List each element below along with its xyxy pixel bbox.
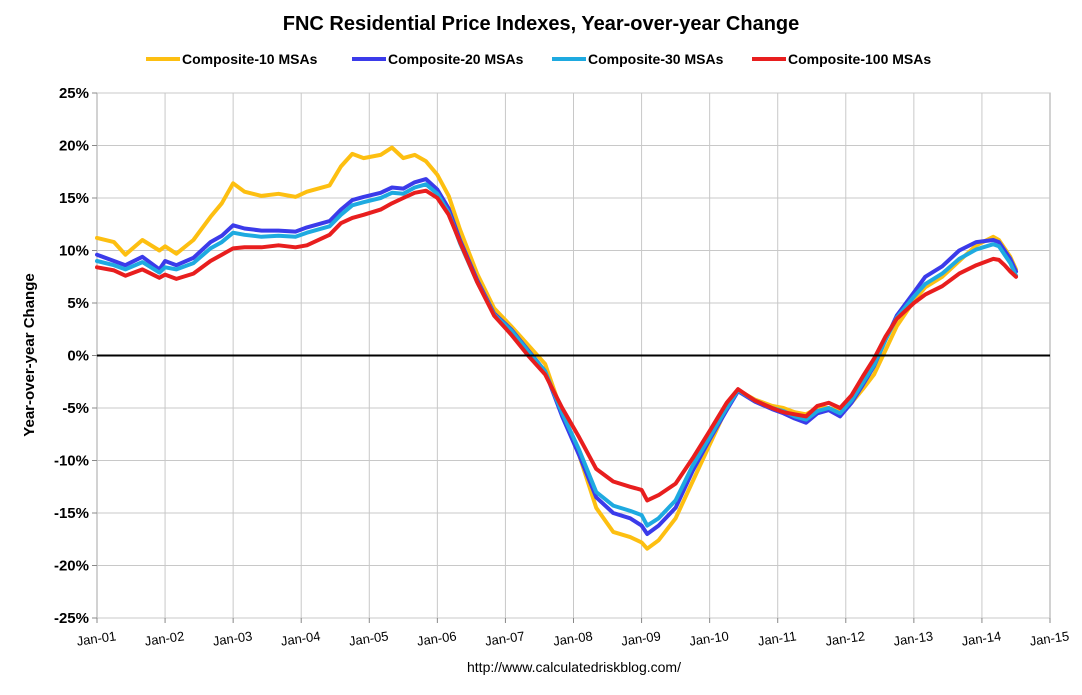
legend-label: Composite-30 MSAs — [588, 51, 724, 67]
legend-item-3: Composite-30 MSAs — [552, 51, 724, 67]
legend-item-4: Composite-100 MSAs — [752, 51, 931, 67]
y-tick-label: 0% — [67, 348, 89, 365]
x-axis-ticks: Jan-01 Jan-02 Jan-03 Jan-04 Jan-05 Jan-06 Jan-… — [76, 618, 1070, 649]
legend-item-2: Composite-20 MSAs — [352, 51, 524, 67]
x-tick-label: Jan-04 — [280, 628, 321, 648]
legend: Composite-10 MSAs Composite-20 MSAs Compos… — [146, 51, 931, 67]
x-tick-label: Jan-13 — [893, 628, 934, 648]
series-line-4 — [95, 188, 1018, 503]
y-tick-label: 15% — [59, 190, 89, 207]
y-tick-label: 20% — [59, 138, 89, 155]
x-tick-label: Jan-09 — [620, 628, 661, 648]
y-axis-ticks: 25% 20% 15% 10% 5% 0% -5% -10% -15% -20% -25% — [54, 85, 97, 627]
y-tick-label: -20% — [54, 558, 89, 575]
x-tick-label: Jan-06 — [416, 628, 457, 648]
y-tick-label: 10% — [59, 243, 89, 260]
x-tick-label: Jan-01 — [76, 628, 117, 648]
y-tick-label: 5% — [67, 295, 89, 312]
y-tick-label: -5% — [62, 400, 89, 417]
x-tick-label: Jan-10 — [688, 628, 729, 648]
y-tick-label: 25% — [59, 85, 89, 102]
x-tick-label: Jan-12 — [824, 628, 865, 648]
x-tick-label: Jan-02 — [144, 628, 185, 648]
x-tick-label: Jan-15 — [1029, 628, 1070, 648]
x-tick-label: Jan-03 — [212, 628, 253, 648]
legend-label: Composite-20 MSAs — [388, 51, 524, 67]
y-tick-label: -15% — [54, 505, 89, 522]
series-lines — [95, 145, 1050, 551]
x-tick-label: Jan-05 — [348, 628, 389, 648]
source-url: http://www.calculatedriskblog.com/ — [467, 659, 681, 675]
legend-label: Composite-10 MSAs — [182, 51, 318, 67]
y-tick-label: -25% — [54, 610, 89, 627]
legend-item-1: Composite-10 MSAs — [146, 51, 318, 67]
y-axis-label: Year-over-year Change — [21, 273, 38, 436]
legend-label: Composite-100 MSAs — [788, 51, 931, 67]
chart-title: FNC Residential Price Indexes, Year-over… — [283, 13, 800, 35]
x-tick-label: Jan-11 — [757, 628, 798, 648]
y-tick-label: -10% — [54, 453, 89, 470]
x-tick-label: Jan-14 — [961, 628, 1002, 648]
x-tick-label: Jan-07 — [484, 628, 525, 648]
x-tick-label: Jan-08 — [552, 628, 593, 648]
